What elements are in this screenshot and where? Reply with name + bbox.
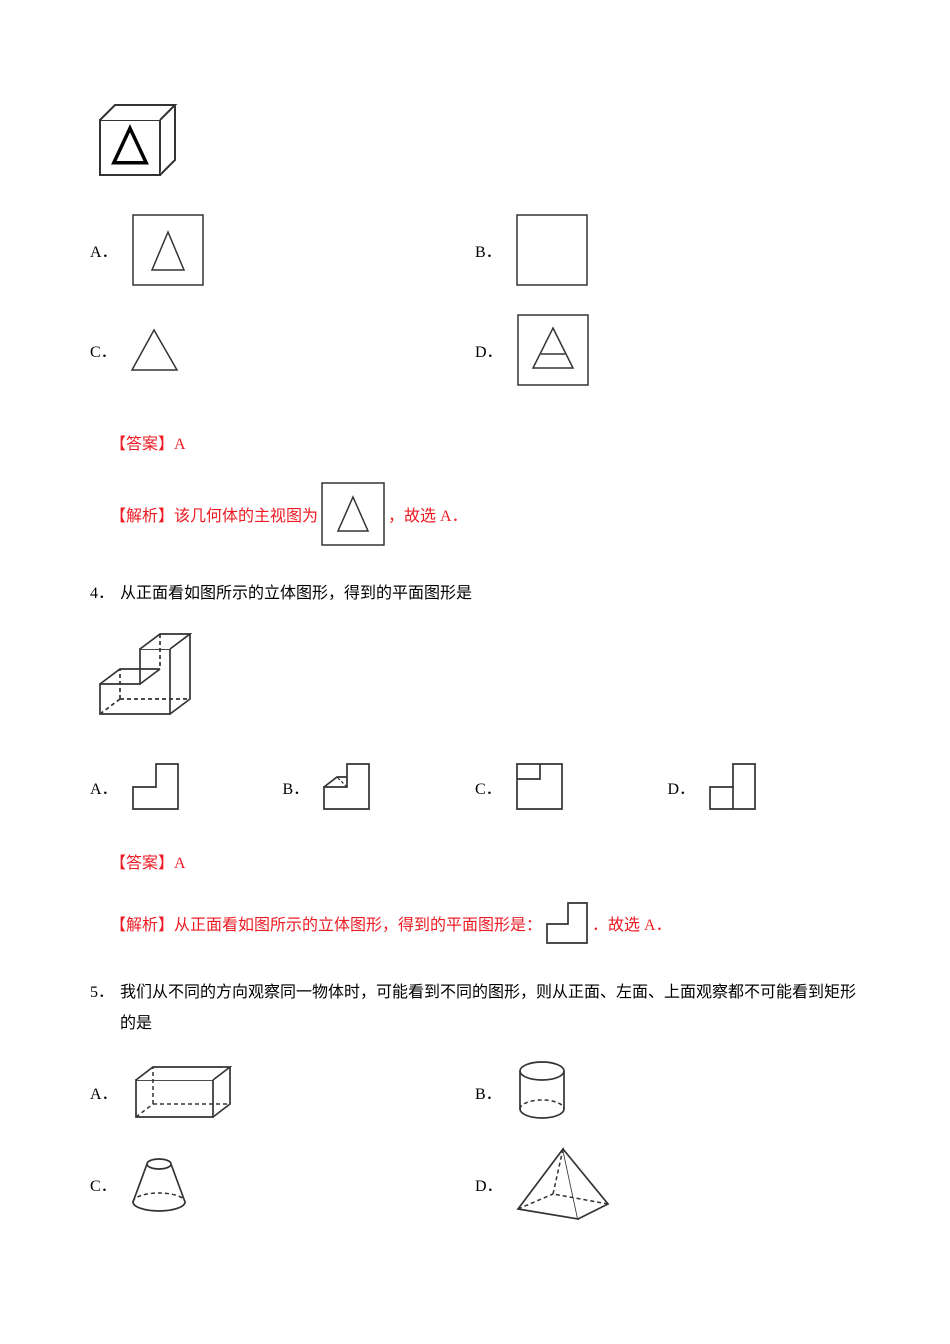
q3-main-figure	[90, 100, 860, 180]
analysis-text-after: ．故选 A．	[592, 911, 672, 935]
q5: 5． 我们从不同的方向观察同一物体时，可能看到不同的图形，则从正面、左面、上面观…	[90, 978, 860, 1039]
q-text: 我们从不同的方向观察同一物体时，可能看到不同的图形，则从正面、左面、上面观察都不…	[120, 978, 860, 1039]
triangle-only-icon	[127, 325, 182, 375]
frustum-cone-icon	[127, 1154, 192, 1214]
option-label: A．	[90, 238, 118, 262]
analysis-figure	[542, 898, 592, 948]
q4-option-d: D．	[668, 759, 861, 814]
answer-value: A	[174, 436, 186, 453]
q5-option-d: D．	[475, 1144, 860, 1224]
option-label: C．	[90, 1172, 117, 1196]
option-label: A．	[90, 1080, 118, 1104]
q3-option-c: C．	[90, 310, 475, 390]
q3-option-a: A．	[90, 210, 475, 290]
answer-label: 【答案】	[110, 436, 174, 453]
q4-answer: 【答案】A	[110, 849, 860, 873]
option-label: A．	[90, 775, 118, 799]
option-label: B．	[475, 238, 502, 262]
cube-triangle-icon	[90, 100, 180, 180]
analysis-label: 【解析】	[110, 911, 174, 935]
q3-option-b: B．	[475, 210, 860, 290]
l-shape-step-icon	[319, 759, 374, 814]
q5-option-c: C．	[90, 1144, 475, 1224]
l-shape-plain-icon	[128, 759, 183, 814]
option-label: D．	[668, 775, 696, 799]
q-text: 从正面看如图所示的立体图形，得到的平面图形是	[120, 579, 860, 609]
q3-analysis: 【解析】 该几何体的主视图为 ，故选 A．	[110, 479, 860, 549]
analysis-figure	[318, 479, 388, 549]
square-triangle-outline-icon	[128, 210, 208, 290]
answer-value: A	[174, 855, 186, 872]
analysis-text-after: ，故选 A．	[388, 502, 468, 526]
q3-answer: 【答案】A	[110, 430, 860, 454]
option-label: C．	[475, 775, 502, 799]
q4-options: A． B． C． D．	[90, 759, 860, 814]
option-label: B．	[283, 775, 310, 799]
analysis-text: 该几何体的主视图为	[174, 502, 318, 526]
option-label: B．	[475, 1080, 502, 1104]
pyramid-icon	[513, 1144, 613, 1224]
q4-option-c: C．	[475, 759, 668, 814]
q4-option-a: A．	[90, 759, 283, 814]
q5-options: A． B． C． D．	[90, 1059, 860, 1244]
q3-options: A． B． C． D．	[90, 210, 860, 410]
q4: 4． 从正面看如图所示的立体图形，得到的平面图形是	[90, 579, 860, 609]
cylinder-icon	[512, 1059, 572, 1124]
answer-label: 【答案】	[110, 855, 174, 872]
square-empty-icon	[512, 210, 592, 290]
q4-main-figure	[90, 629, 860, 729]
cuboid-icon	[128, 1062, 238, 1122]
square-triangle-base-icon	[513, 310, 593, 390]
step-prism-icon	[90, 629, 200, 729]
q3-option-d: D．	[475, 310, 860, 390]
q4-analysis: 【解析】 从正面看如图所示的立体图形，得到的平面图形是： ．故选 A．	[110, 898, 860, 948]
q-number: 5．	[90, 978, 120, 1039]
option-label: D．	[475, 338, 503, 362]
q5-option-b: B．	[475, 1059, 860, 1124]
q5-option-a: A．	[90, 1059, 475, 1124]
l-shape-vert-line-icon	[705, 759, 760, 814]
option-label: C．	[90, 338, 117, 362]
analysis-label: 【解析】	[110, 502, 174, 526]
q-number: 4．	[90, 579, 120, 609]
q4-option-b: B．	[283, 759, 476, 814]
option-label: D．	[475, 1172, 503, 1196]
l-shape-top-line-icon	[512, 759, 567, 814]
analysis-text: 从正面看如图所示的立体图形，得到的平面图形是：	[174, 911, 542, 935]
